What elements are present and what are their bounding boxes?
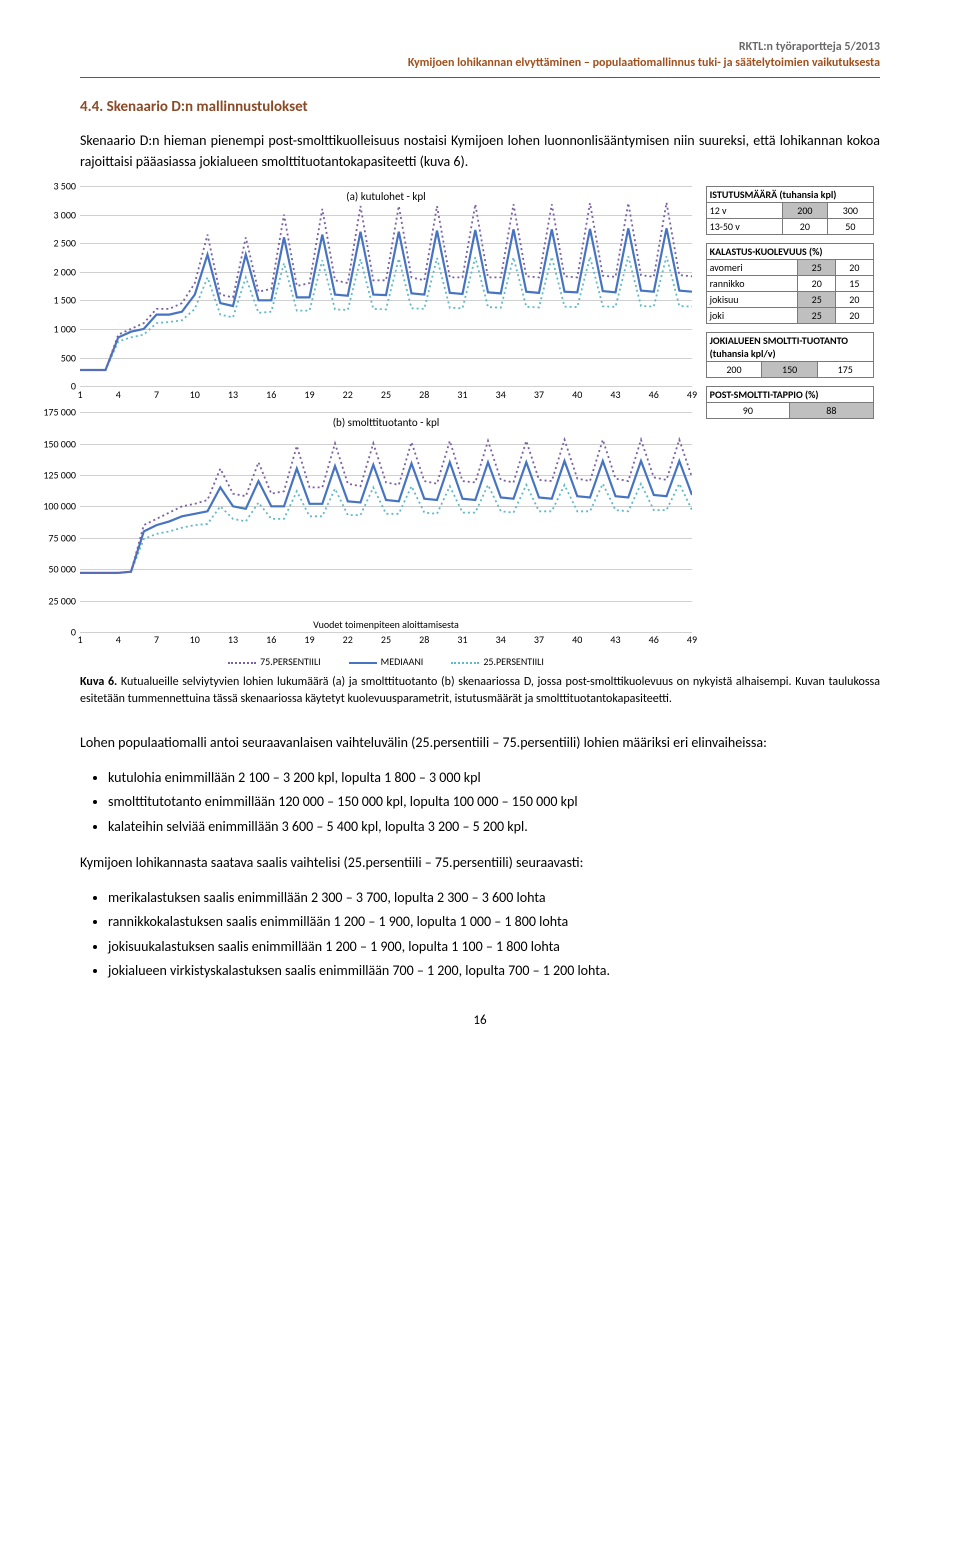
legend-item: MEDIAANI [349,655,424,668]
table-post: POST-SMOLTTI-TAPPIO (%) 9088 [706,386,874,419]
charts-column: 05001 0001 5002 0002 5003 0003 500 (a) k… [80,186,692,668]
header-report-id: RKTL:n työraportteja 5/2013 [80,40,880,56]
chart-a: 05001 0001 5002 0002 5003 0003 500 (a) k… [80,186,692,386]
list-item: rannikkokalastuksen saalis enimmillään 1… [108,911,880,933]
table-post-title: POST-SMOLTTI-TAPPIO (%) [706,387,873,403]
page-header: RKTL:n työraportteja 5/2013 Kymijoen loh… [80,40,880,78]
chart-b-title: (b) smolttituotanto - kpl [333,416,440,429]
chart-a-y-axis: 05001 0001 5002 0002 5003 0003 500 [30,186,80,386]
chart-a-title: (a) kutulohet - kpl [346,190,425,203]
chart-b: 025 00050 00075 000100 000125 000150 000… [80,412,692,632]
results-intro: Lohen populaatiomalli antoi seuraavanlai… [80,732,880,753]
figure-6: 05001 0001 5002 0002 5003 0003 500 (a) k… [80,186,880,668]
list-item: jokisuukalastuksen saalis enimmillään 1 … [108,936,880,958]
table-kalastus: KALASTUS-KUOLEVUUS (%) avomeri2520rannik… [706,243,874,324]
bullet-list-2: merikalastuksen saalis enimmillään 2 300… [80,887,880,983]
intro-paragraph: Skenaario D:n hieman pienempi post-smolt… [80,130,880,172]
table-jokialueen: JOKIALUEEN SMOLTTI-TUOTANTO (tuhansia kp… [706,332,874,378]
page: RKTL:n työraportteja 5/2013 Kymijoen loh… [0,0,960,1068]
bullet-list-1: kutulohia enimmillään 2 100 – 3 200 kpl,… [80,767,880,838]
list-item: smolttitutotanto enimmillään 120 000 – 1… [108,791,880,813]
chart-legend: 75.PERSENTIILI MEDIAANI 25.PERSENTIILI [80,655,692,668]
table-istutus-title: ISTUTUSMÄÄRÄ (tuhansia kpl) [706,187,873,203]
list-item: merikalastuksen saalis enimmillään 2 300… [108,887,880,909]
chart-a-x-axis: 1471013161922252831343740434649 [80,388,692,404]
chart-b-plot [80,412,692,632]
figure-caption-label: Kuva 6. [80,675,117,689]
figure-caption-text: Kutualueille selviytyvien lohien lukumää… [80,675,880,706]
list-item: kutulohia enimmillään 2 100 – 3 200 kpl,… [108,767,880,789]
page-number: 16 [80,1013,880,1028]
section-heading: 4.4. Skenaario D:n mallinnustulokset [80,98,880,116]
list-item: jokialueen virkistyskalastuksen saalis e… [108,960,880,982]
legend-item: 25.PERSENTIILI [451,655,544,668]
header-title: Kymijoen lohikannan elvyttäminen – popul… [80,56,880,72]
side-tables: ISTUTUSMÄÄRÄ (tuhansia kpl) 12 v20030013… [706,186,874,427]
chart-b-x-caption: Vuodet toimenpiteen aloittamisesta [80,618,692,631]
chart-b-x-axis: 1471013161922252831343740434649 [80,633,692,649]
chart-b-y-axis: 025 00050 00075 000100 000125 000150 000… [30,412,80,632]
list-item: kalateihin selviää enimmillään 3 600 – 5… [108,816,880,838]
results-mid: Kymijoen lohikannasta saatava saalis vai… [80,852,880,873]
legend-item: 75.PERSENTIILI [228,655,321,668]
figure-caption: Kuva 6. Kutualueille selviytyvien lohien… [80,674,880,708]
chart-a-plot [80,186,692,386]
table-kalastus-title: KALASTUS-KUOLEVUUS (%) [706,244,873,260]
table-istutus: ISTUTUSMÄÄRÄ (tuhansia kpl) 12 v20030013… [706,186,874,235]
table-jokialueen-title: JOKIALUEEN SMOLTTI-TUOTANTO (tuhansia kp… [706,333,873,362]
